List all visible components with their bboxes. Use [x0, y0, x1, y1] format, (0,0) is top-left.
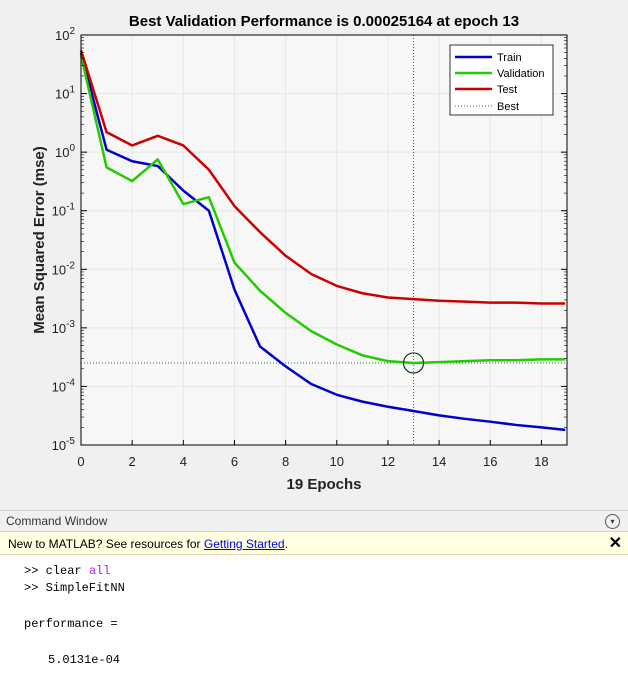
command-window-title: Command Window — [6, 514, 108, 528]
y-tick-label: 10-2 — [52, 260, 76, 277]
command-window-header: Command Window ▾ — [0, 510, 628, 532]
y-tick-label: 102 — [55, 26, 75, 43]
y-tick-label: 10-5 — [52, 436, 76, 453]
series-line-test — [79, 49, 566, 305]
console-output-value: 5.0131e-04 — [48, 653, 121, 667]
legend-entry-best: Best — [497, 101, 519, 113]
best-epoch-marker — [402, 352, 425, 374]
x-tick-label: 0 — [77, 454, 84, 469]
legend-entry-validation: Validation — [497, 68, 545, 80]
x-tick-label: 14 — [432, 454, 446, 469]
banner-text: New to MATLAB? See resources for — [8, 537, 204, 551]
y-tick-label: 10-3 — [52, 319, 76, 336]
y-tick-label: 10-1 — [52, 202, 76, 219]
console-line: >> clear all — [24, 564, 110, 578]
chart-legend: Train Validation Test Best — [449, 44, 554, 116]
x-tick-label: 12 — [381, 454, 395, 469]
chart-title: Best Validation Performance is 0.0002516… — [129, 13, 519, 30]
console-output-label: performance = — [24, 617, 118, 631]
legend-entry-test: Test — [497, 84, 517, 96]
banner-suffix: . — [284, 537, 288, 551]
getting-started-banner: New to MATLAB? See resources for Getting… — [0, 532, 628, 555]
plot-frame — [80, 34, 568, 446]
x-tick-label: 18 — [534, 454, 548, 469]
command-window-console[interactable]: >> clear all >> SimpleFitNN performance … — [0, 555, 628, 673]
x-tick-label: 16 — [483, 454, 497, 469]
performance-chart: 0 2 4 6 8 10 12 14 16 18 102 101 100 10-1 10-2 10-3 10-4… — [31, 13, 568, 493]
series-layer — [79, 35, 567, 445]
y-tick-label: 10-4 — [52, 377, 76, 394]
console-line: >> SimpleFitNN — [24, 581, 125, 595]
x-tick-label: 4 — [180, 454, 187, 469]
command-argument: all — [88, 564, 111, 578]
series-line-validation — [79, 55, 566, 365]
series-line-train — [79, 52, 566, 432]
y-tick-label: 101 — [55, 85, 75, 102]
figure-window: 0 2 4 6 8 10 12 14 16 18 102 101 100 10-1 10-2 10-3 10-4… — [31, 13, 568, 493]
x-axis-label: 19 Epochs — [286, 476, 361, 493]
getting-started-link[interactable]: Getting Started — [203, 537, 285, 551]
x-tick-label: 10 — [330, 454, 344, 469]
banner-message: New to MATLAB? See resources for Getting… — [8, 537, 288, 551]
y-axis-label: Mean Squared Error (mse) — [31, 146, 48, 334]
x-tick-label: 8 — [282, 454, 289, 469]
command-prompt: >> clear — [24, 564, 89, 578]
x-tick-label: 2 — [129, 454, 136, 469]
axis-ticks: 0 2 4 6 8 10 12 14 16 18 102 101 100 10-1 10-2 10-3 10-4… — [52, 26, 567, 469]
close-icon[interactable]: ✕ — [608, 535, 622, 552]
y-tick-label: 100 — [55, 143, 75, 160]
chevron-down-icon[interactable]: ▾ — [605, 514, 620, 529]
x-tick-label: 6 — [231, 454, 238, 469]
legend-entry-train: Train — [497, 52, 522, 64]
